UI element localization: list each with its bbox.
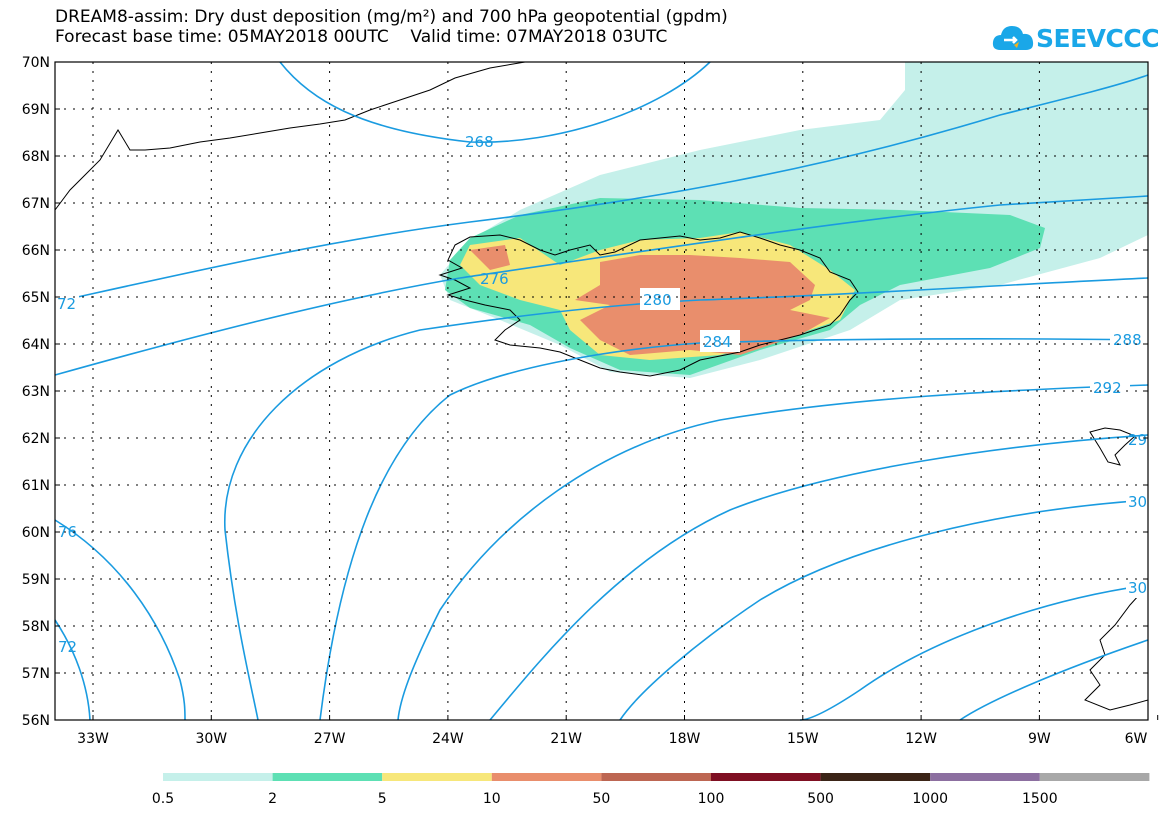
contour-label-bg [1126, 490, 1148, 512]
contour-292 [489, 434, 1149, 721]
lat-label: 56N [22, 713, 50, 729]
lat-label: 59N [22, 572, 50, 588]
iceland-coast [438, 231, 859, 377]
greenland-coast [54, 61, 526, 211]
title-line-2: Forecast base time: 05MAY2018 00UTC Vali… [55, 27, 668, 47]
lat-label: 62N [22, 431, 50, 447]
contour-label-bg [700, 330, 740, 352]
lon-label: 6W [1125, 731, 1148, 747]
contour-label-272-sw: 72 [58, 638, 77, 656]
legend-swatch [601, 773, 711, 781]
contour-label-276-sw: 76 [58, 523, 77, 541]
contour-272-sw [54, 619, 91, 721]
contour-label-272-west: 72 [57, 295, 76, 313]
contour-label-292: 292 [1093, 379, 1122, 397]
legend-label: 10 [483, 791, 501, 807]
contour-label-304: 30 [1128, 579, 1147, 597]
legend-swatch [820, 773, 931, 781]
legend-label: 50 [592, 791, 610, 807]
legend-swatch [163, 773, 273, 781]
lat-label: 67N [22, 196, 50, 212]
lon-label: 30W [195, 731, 227, 747]
contour-label-296: 29 [1128, 431, 1147, 449]
contour-280 [224, 277, 1149, 721]
lon-label: 27W [314, 731, 346, 747]
contour-label-268: 268 [465, 133, 494, 151]
contour-284 [319, 337, 1149, 721]
geopotential-contours [54, 61, 1149, 721]
lat-label: 68N [22, 149, 50, 165]
contour-label-bg [640, 288, 680, 310]
logo-text: SEEVCCC [1036, 24, 1160, 53]
legend-label: 1500 [1022, 791, 1058, 807]
contour-labels: 268 72 276 280 284 288 292 29 30 30 76 7… [55, 133, 1148, 656]
graticule [55, 62, 1148, 720]
legend-swatch [930, 773, 1040, 781]
contour-label-284: 284 [703, 333, 732, 351]
legend-label: 5 [378, 791, 387, 807]
contour-276-sw [54, 519, 186, 721]
lon-label: 21W [550, 731, 582, 747]
color-legend: 0.5 2 5 10 50 100 500 1000 1500 [152, 773, 1150, 807]
lon-label: 9W [1028, 731, 1051, 747]
lat-label: 61N [22, 478, 50, 494]
seevccc-logo: SEEVCCC [990, 18, 1165, 58]
legend-swatch [491, 773, 602, 781]
contour-label-bg [1090, 376, 1130, 398]
contour-268 [279, 61, 711, 143]
lat-label: 60N [22, 525, 50, 541]
legend-swatch [711, 773, 821, 781]
lat-label: 69N [22, 102, 50, 118]
legend-label: 500 [807, 791, 834, 807]
contour-label-300: 30 [1128, 493, 1147, 511]
axis-labels: 70N 69N 68N 67N 66N 65N 64N 63N 62N 61N 60N 59N 58N 5… [22, 55, 1159, 747]
contour-label-280: 280 [643, 291, 672, 309]
contour-label-288: 288 [1113, 331, 1142, 349]
lat-label: 58N [22, 619, 50, 635]
lat-label: 66N [22, 243, 50, 259]
scotland-coast [1084, 584, 1149, 711]
contour-304 [959, 639, 1149, 721]
legend-swatch [272, 773, 383, 781]
lat-label: 64N [22, 337, 50, 353]
lon-label: 15W [787, 731, 819, 747]
lon-label: 12W [905, 731, 937, 747]
contour-296 [619, 499, 1149, 721]
legend-label: 1000 [912, 791, 948, 807]
cloud-icon [992, 26, 1034, 50]
lat-label: 70N [22, 55, 50, 71]
legend-swatch [382, 773, 492, 781]
lon-label: 33W [77, 731, 109, 747]
legend-label: 0.5 [152, 791, 174, 807]
legend-swatch [1039, 773, 1150, 781]
contour-300 [799, 584, 1149, 721]
contour-276 [54, 195, 1149, 376]
lon-label: 18W [669, 731, 701, 747]
legend-label: 100 [698, 791, 725, 807]
lat-label: 63N [22, 384, 50, 400]
lat-label: 57N [22, 666, 50, 682]
title-line-1: DREAM8-assim: Dry dust deposition (mg/m²… [55, 7, 728, 27]
contour-label-bg [1110, 328, 1148, 350]
lat-label: 65N [22, 290, 50, 306]
contour-288 [397, 384, 1149, 721]
contour-label-276: 276 [480, 270, 509, 288]
contour-272 [54, 74, 1149, 303]
lon-label: 24W [432, 731, 464, 747]
coastlines [54, 61, 1149, 711]
contour-label-bg [1126, 576, 1148, 598]
legend-label: 2 [268, 791, 277, 807]
faroe-coast [1089, 427, 1136, 466]
